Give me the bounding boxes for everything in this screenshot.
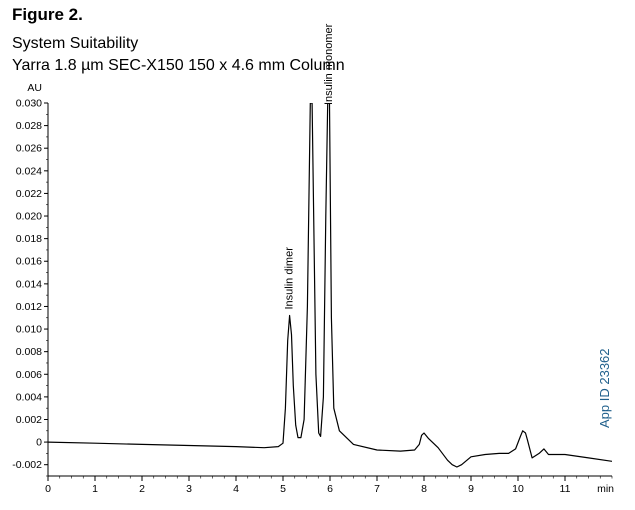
figure-subtitle: System Suitability: [12, 35, 139, 52]
x-tick-label: 1: [92, 483, 98, 495]
y-tick-label: 0.002: [16, 414, 42, 426]
y-tick-label: 0.010: [16, 324, 42, 336]
x-tick-label: 5: [280, 483, 286, 495]
x-tick-label: 9: [468, 483, 474, 495]
x-tick-label: 10: [512, 483, 524, 495]
column-description: Yarra 1.8 µm SEC-X150 150 x 4.6 mm Colum…: [12, 57, 345, 74]
x-axis-label: min: [597, 483, 614, 495]
figure-label: Figure 2.: [12, 5, 83, 24]
x-tick-label: 8: [421, 483, 427, 495]
chromatogram-trace: [48, 103, 612, 468]
x-tick-label: 2: [139, 483, 145, 495]
app-id-label: App ID 23362: [597, 348, 612, 428]
y-tick-label: 0: [36, 437, 42, 449]
y-tick-label: 0.024: [16, 165, 42, 177]
y-tick-label: 0.014: [16, 278, 42, 290]
y-tick-label: -0.002: [12, 459, 42, 471]
peak-annotation: Insulin dimer: [284, 247, 296, 310]
x-tick-label: 4: [233, 483, 239, 495]
y-tick-label: 0.020: [16, 211, 42, 223]
x-tick-label: 3: [186, 483, 192, 495]
y-axis-ticks: 0.030 0.028 0.026 0.024 0.022 0.020 0.018 0.016…: [12, 98, 48, 477]
series-group: [48, 103, 612, 468]
y-tick-label: 0.018: [16, 233, 42, 245]
y-tick-label: 0.028: [16, 120, 42, 132]
x-tick-label: 6: [327, 483, 333, 495]
y-tick-label: 0.004: [16, 391, 42, 403]
y-tick-label: 0.016: [16, 256, 42, 268]
x-tick-label: 11: [560, 483, 571, 495]
peak-annotations: Insulin dimer Insulin monomer: [284, 23, 335, 309]
y-tick-label: 0.030: [16, 98, 42, 110]
x-tick-label: 0: [45, 483, 51, 495]
x-axis-ticks: 0 1 2 3 4 5 6 7 8 9 10 11: [45, 476, 613, 495]
peak-annotation: Insulin monomer: [323, 23, 335, 105]
y-axis-label: AU: [27, 82, 42, 94]
y-tick-label: 0.006: [16, 369, 42, 381]
y-tick-label: 0.026: [16, 143, 42, 155]
y-tick-label: 0.022: [16, 188, 42, 200]
y-tick-label: 0.008: [16, 346, 42, 358]
x-tick-label: 7: [374, 483, 380, 495]
y-tick-label: 0.012: [16, 301, 42, 313]
